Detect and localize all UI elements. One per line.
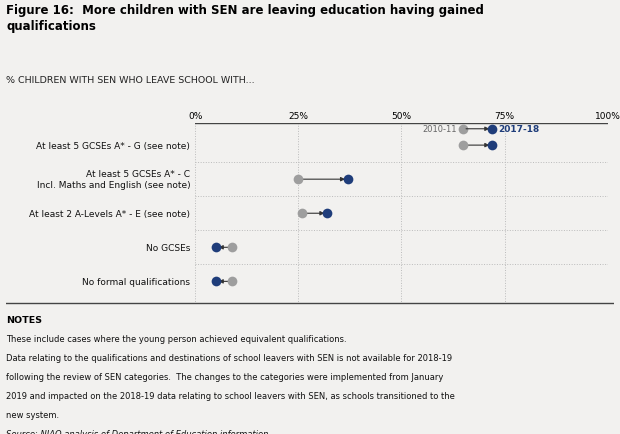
Text: 2019 and impacted on the 2018-19 data relating to school leavers with SEN, as sc: 2019 and impacted on the 2018-19 data re… (6, 391, 455, 400)
Text: NOTES: NOTES (6, 315, 42, 324)
Text: 2017-18: 2017-18 (498, 125, 539, 134)
Text: No GCSEs: No GCSEs (146, 243, 190, 252)
Text: At least 5 GCSEs A* - G (see note): At least 5 GCSEs A* - G (see note) (37, 141, 190, 150)
Text: Data relating to the qualifications and destinations of school leavers with SEN : Data relating to the qualifications and … (6, 353, 453, 362)
Text: At least 5 GCSEs A* - C
Incl. Maths and English (see note): At least 5 GCSEs A* - C Incl. Maths and … (37, 170, 190, 189)
Text: These include cases where the young person achieved equivalent qualifications.: These include cases where the young pers… (6, 334, 347, 343)
Text: % CHILDREN WITH SEN WHO LEAVE SCHOOL WITH...: % CHILDREN WITH SEN WHO LEAVE SCHOOL WIT… (6, 76, 255, 85)
Text: following the review of SEN categories.  The changes to the categories were impl: following the review of SEN categories. … (6, 372, 443, 381)
Text: Figure 16:  More children with SEN are leaving education having gained
qualifica: Figure 16: More children with SEN are le… (6, 4, 484, 33)
Text: 2010-11: 2010-11 (423, 125, 457, 134)
Text: At least 2 A-Levels A* - E (see note): At least 2 A-Levels A* - E (see note) (29, 209, 190, 218)
Text: Source: NIAO analysis of Department of Education information.: Source: NIAO analysis of Department of E… (6, 428, 271, 434)
Text: new system.: new system. (6, 410, 60, 419)
Text: No formal qualifications: No formal qualifications (82, 277, 190, 286)
